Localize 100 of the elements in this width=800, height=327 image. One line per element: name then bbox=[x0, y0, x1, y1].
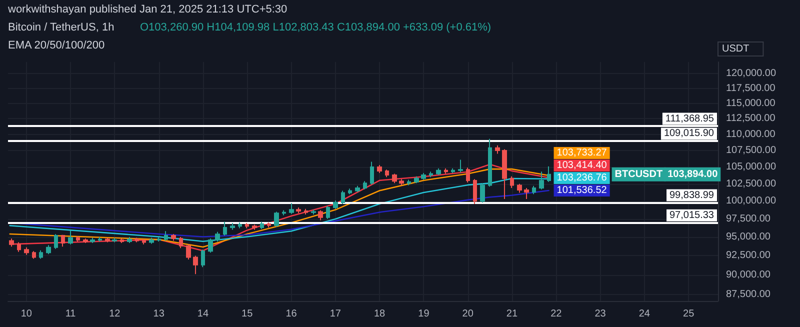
candlestick bbox=[127, 236, 132, 244]
candlestick bbox=[318, 210, 323, 221]
ref-line-label: 99,838.99 bbox=[670, 190, 714, 201]
candlestick bbox=[83, 238, 88, 244]
candlestick bbox=[39, 250, 43, 260]
annotation: 103,894.00 bbox=[668, 168, 718, 180]
candlestick bbox=[245, 222, 249, 229]
candlestick bbox=[495, 144, 500, 154]
y-tick-label: 110,000.00 bbox=[726, 128, 776, 140]
line-series bbox=[9, 178, 550, 242]
candlestick bbox=[377, 164, 382, 174]
candlestick bbox=[24, 246, 29, 256]
candlestick bbox=[201, 249, 205, 268]
ref-line-label: 97,015.33 bbox=[670, 210, 714, 221]
x-tick-label: 19 bbox=[418, 308, 430, 320]
data-label: 103,414.40 bbox=[556, 160, 608, 171]
candlestick bbox=[451, 168, 455, 174]
candlestick bbox=[296, 206, 301, 214]
x-tick-label: 20 bbox=[462, 308, 474, 320]
candlestick bbox=[436, 168, 441, 176]
candlestick bbox=[444, 168, 448, 174]
x-tick-label: 17 bbox=[330, 308, 342, 320]
candlestick bbox=[54, 234, 58, 250]
candlestick bbox=[311, 209, 316, 216]
candlestick bbox=[333, 200, 338, 210]
candlestick bbox=[326, 206, 330, 220]
candlestick bbox=[392, 173, 397, 184]
candlestick bbox=[488, 138, 492, 188]
candlestick bbox=[289, 202, 294, 214]
y-tick-label: 95,000.00 bbox=[726, 232, 771, 243]
candlestick bbox=[407, 179, 411, 186]
text: EMA 20/50/100/200 bbox=[8, 40, 105, 52]
candlestick bbox=[112, 237, 117, 243]
candlestick bbox=[539, 171, 544, 190]
candlestick bbox=[502, 148, 507, 200]
y-tick-label: 115,000.00 bbox=[726, 98, 776, 109]
candlestick bbox=[215, 231, 220, 242]
candlestick bbox=[547, 166, 551, 182]
chart-title: Bitcoin / TetherUS, 1h bbox=[8, 22, 114, 34]
y-tick-label: 97,500.00 bbox=[726, 213, 771, 224]
candlestick bbox=[252, 224, 257, 230]
candlestick bbox=[120, 238, 124, 244]
candlestick bbox=[157, 236, 161, 242]
annotation: BTCUSDT bbox=[614, 168, 663, 180]
candlestick bbox=[105, 237, 110, 243]
y-tick-label: 107,500.00 bbox=[726, 145, 776, 156]
candlestick bbox=[98, 236, 102, 242]
candlestick bbox=[524, 187, 529, 200]
candlestick bbox=[90, 237, 95, 244]
candlestick bbox=[193, 255, 198, 275]
candlestick bbox=[399, 178, 404, 186]
candlestick bbox=[61, 234, 65, 248]
candlestick bbox=[429, 171, 433, 178]
x-tick-label: 22 bbox=[550, 308, 562, 320]
data-label: 103,733.27 bbox=[556, 147, 608, 158]
candlestick bbox=[267, 222, 271, 228]
x-tick-label: 18 bbox=[374, 308, 386, 320]
candlestick bbox=[32, 250, 36, 260]
candlestick bbox=[186, 244, 191, 260]
candlestick bbox=[370, 161, 374, 186]
candlestick bbox=[532, 185, 536, 195]
candlestick bbox=[9, 238, 14, 248]
candlestick bbox=[282, 210, 286, 216]
candlestick bbox=[230, 222, 235, 230]
candlestick bbox=[274, 211, 279, 228]
y-tick-label: 87,500.00 bbox=[726, 289, 771, 300]
x-tick-label: 16 bbox=[286, 308, 298, 320]
candlestick bbox=[421, 172, 426, 180]
candlestick bbox=[46, 244, 51, 255]
y-tick-label: 90,000.00 bbox=[726, 269, 771, 280]
candlestick bbox=[171, 234, 176, 242]
ref-line-label: 109,015.90 bbox=[664, 128, 714, 140]
candlestick bbox=[480, 182, 485, 204]
y-tick-label: 117,500.00 bbox=[726, 82, 776, 94]
x-tick-label: 24 bbox=[638, 308, 650, 320]
x-tick-label: 21 bbox=[506, 308, 518, 320]
candlestick bbox=[458, 159, 463, 173]
x-tick-label: 25 bbox=[683, 308, 695, 320]
candlestick bbox=[355, 185, 360, 193]
ref-line-label: 111,368.95 bbox=[665, 113, 714, 124]
candlestick bbox=[341, 190, 345, 204]
x-tick-label: 12 bbox=[109, 308, 121, 320]
x-tick-label: 15 bbox=[242, 308, 254, 320]
x-tick-label: 14 bbox=[197, 308, 209, 320]
candlestick bbox=[510, 176, 514, 188]
y-tick-label: 105,000.00 bbox=[726, 162, 776, 172]
x-tick-label: 10 bbox=[20, 308, 32, 320]
candlestick bbox=[223, 221, 227, 236]
y-tick-label: 112,500.00 bbox=[726, 113, 776, 124]
candlestick bbox=[149, 237, 154, 244]
candlestick bbox=[208, 238, 213, 254]
x-tick-label: 11 bbox=[65, 308, 76, 320]
candlestick bbox=[414, 176, 419, 184]
candlestick bbox=[385, 169, 389, 178]
candlestick bbox=[68, 230, 73, 245]
y-axis-title: USDT bbox=[722, 44, 750, 54]
candlestick bbox=[76, 236, 80, 242]
y-tick-label: 100,000.00 bbox=[726, 196, 776, 207]
data-label: 103,236.76 bbox=[556, 172, 608, 184]
candlestick bbox=[517, 183, 522, 194]
